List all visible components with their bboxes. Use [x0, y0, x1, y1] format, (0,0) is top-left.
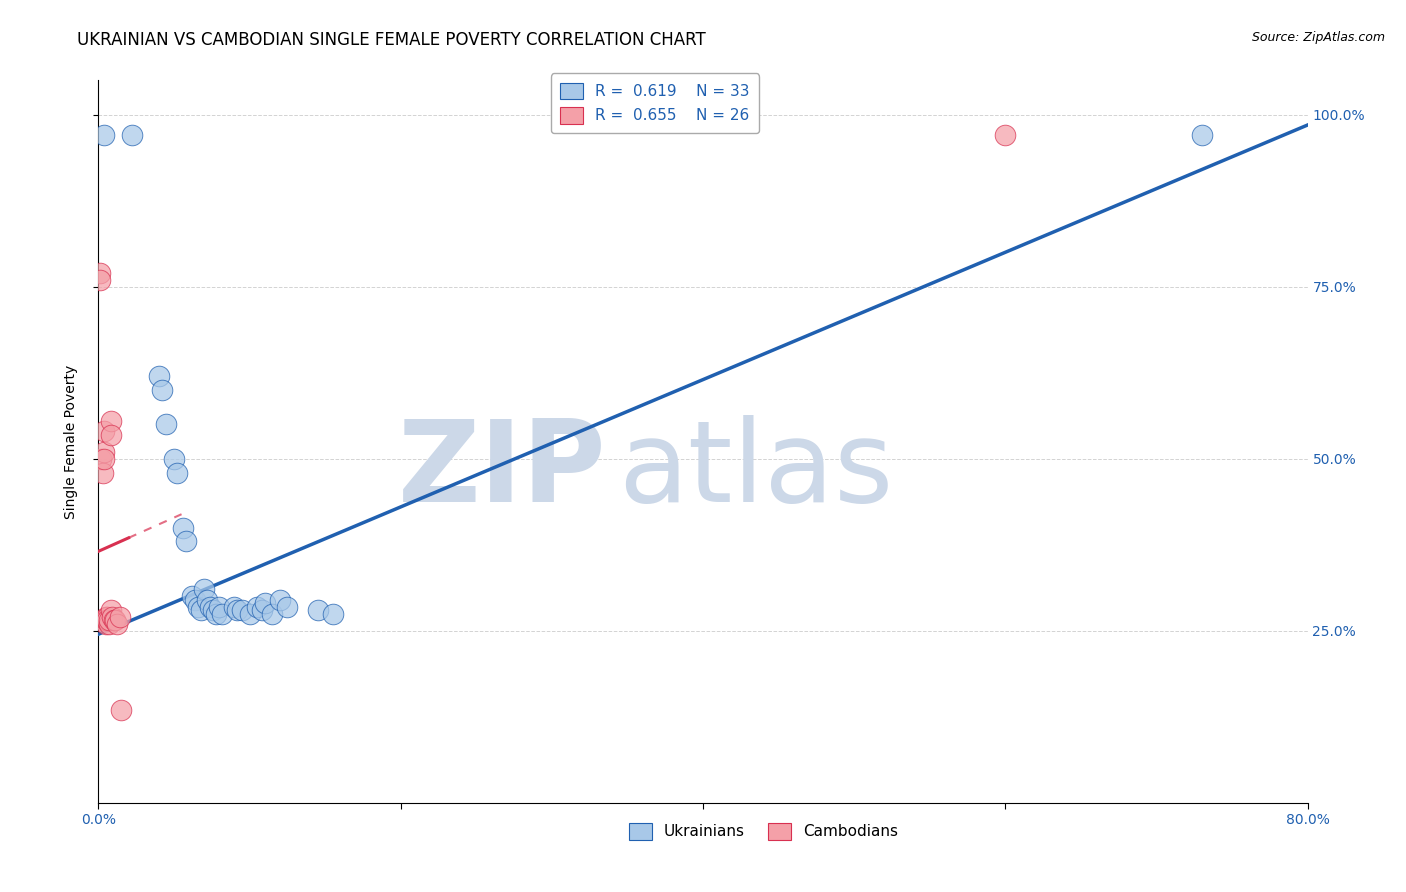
- Point: [148, 369, 170, 384]
- Point: [307, 603, 329, 617]
- Point: [190, 603, 212, 617]
- Point: [93, 128, 115, 143]
- Point: [93, 445, 115, 459]
- Point: [91, 466, 114, 480]
- Point: [322, 607, 344, 621]
- Point: [89, 273, 111, 287]
- Point: [89, 266, 111, 280]
- Point: [94, 616, 117, 631]
- Point: [121, 128, 143, 143]
- Point: [202, 603, 225, 617]
- Point: [181, 590, 204, 604]
- Point: [94, 614, 117, 628]
- Point: [105, 616, 128, 631]
- Point: [103, 614, 125, 628]
- Point: [100, 427, 122, 442]
- Point: [93, 451, 115, 466]
- Point: [94, 614, 117, 628]
- Point: [269, 592, 291, 607]
- Point: [226, 603, 249, 617]
- Point: [211, 607, 233, 621]
- Point: [172, 520, 194, 534]
- Point: [104, 614, 127, 628]
- Point: [208, 599, 231, 614]
- Point: [110, 703, 132, 717]
- Point: [96, 614, 118, 628]
- Point: [195, 592, 218, 607]
- Point: [155, 417, 177, 432]
- Point: [94, 610, 117, 624]
- Y-axis label: Single Female Poverty: Single Female Poverty: [63, 365, 77, 518]
- Point: [250, 603, 273, 617]
- Point: [100, 603, 122, 617]
- Point: [200, 599, 222, 614]
- Text: Source: ZipAtlas.com: Source: ZipAtlas.com: [1251, 31, 1385, 45]
- Point: [253, 596, 276, 610]
- Legend: Ukrainians, Cambodians: Ukrainians, Cambodians: [623, 817, 904, 846]
- Point: [174, 534, 197, 549]
- Point: [262, 607, 284, 621]
- Point: [239, 607, 262, 621]
- Text: ZIP: ZIP: [398, 415, 606, 526]
- Point: [193, 582, 215, 597]
- Point: [166, 466, 188, 480]
- Text: atlas: atlas: [619, 415, 894, 526]
- Point: [994, 128, 1017, 143]
- Point: [108, 610, 131, 624]
- Point: [276, 599, 298, 614]
- Point: [205, 607, 228, 621]
- Point: [100, 414, 122, 428]
- Point: [224, 599, 246, 614]
- Point: [98, 614, 121, 628]
- Point: [163, 451, 186, 466]
- Point: [91, 614, 114, 628]
- Point: [98, 616, 121, 631]
- Point: [150, 383, 173, 397]
- Point: [187, 599, 209, 614]
- Point: [246, 599, 269, 614]
- Point: [184, 592, 207, 607]
- Point: [93, 424, 115, 438]
- Point: [96, 610, 118, 624]
- Point: [90, 451, 112, 466]
- Point: [1191, 128, 1213, 143]
- Text: UKRAINIAN VS CAMBODIAN SINGLE FEMALE POVERTY CORRELATION CHART: UKRAINIAN VS CAMBODIAN SINGLE FEMALE POV…: [77, 31, 706, 49]
- Point: [101, 610, 124, 624]
- Point: [231, 603, 253, 617]
